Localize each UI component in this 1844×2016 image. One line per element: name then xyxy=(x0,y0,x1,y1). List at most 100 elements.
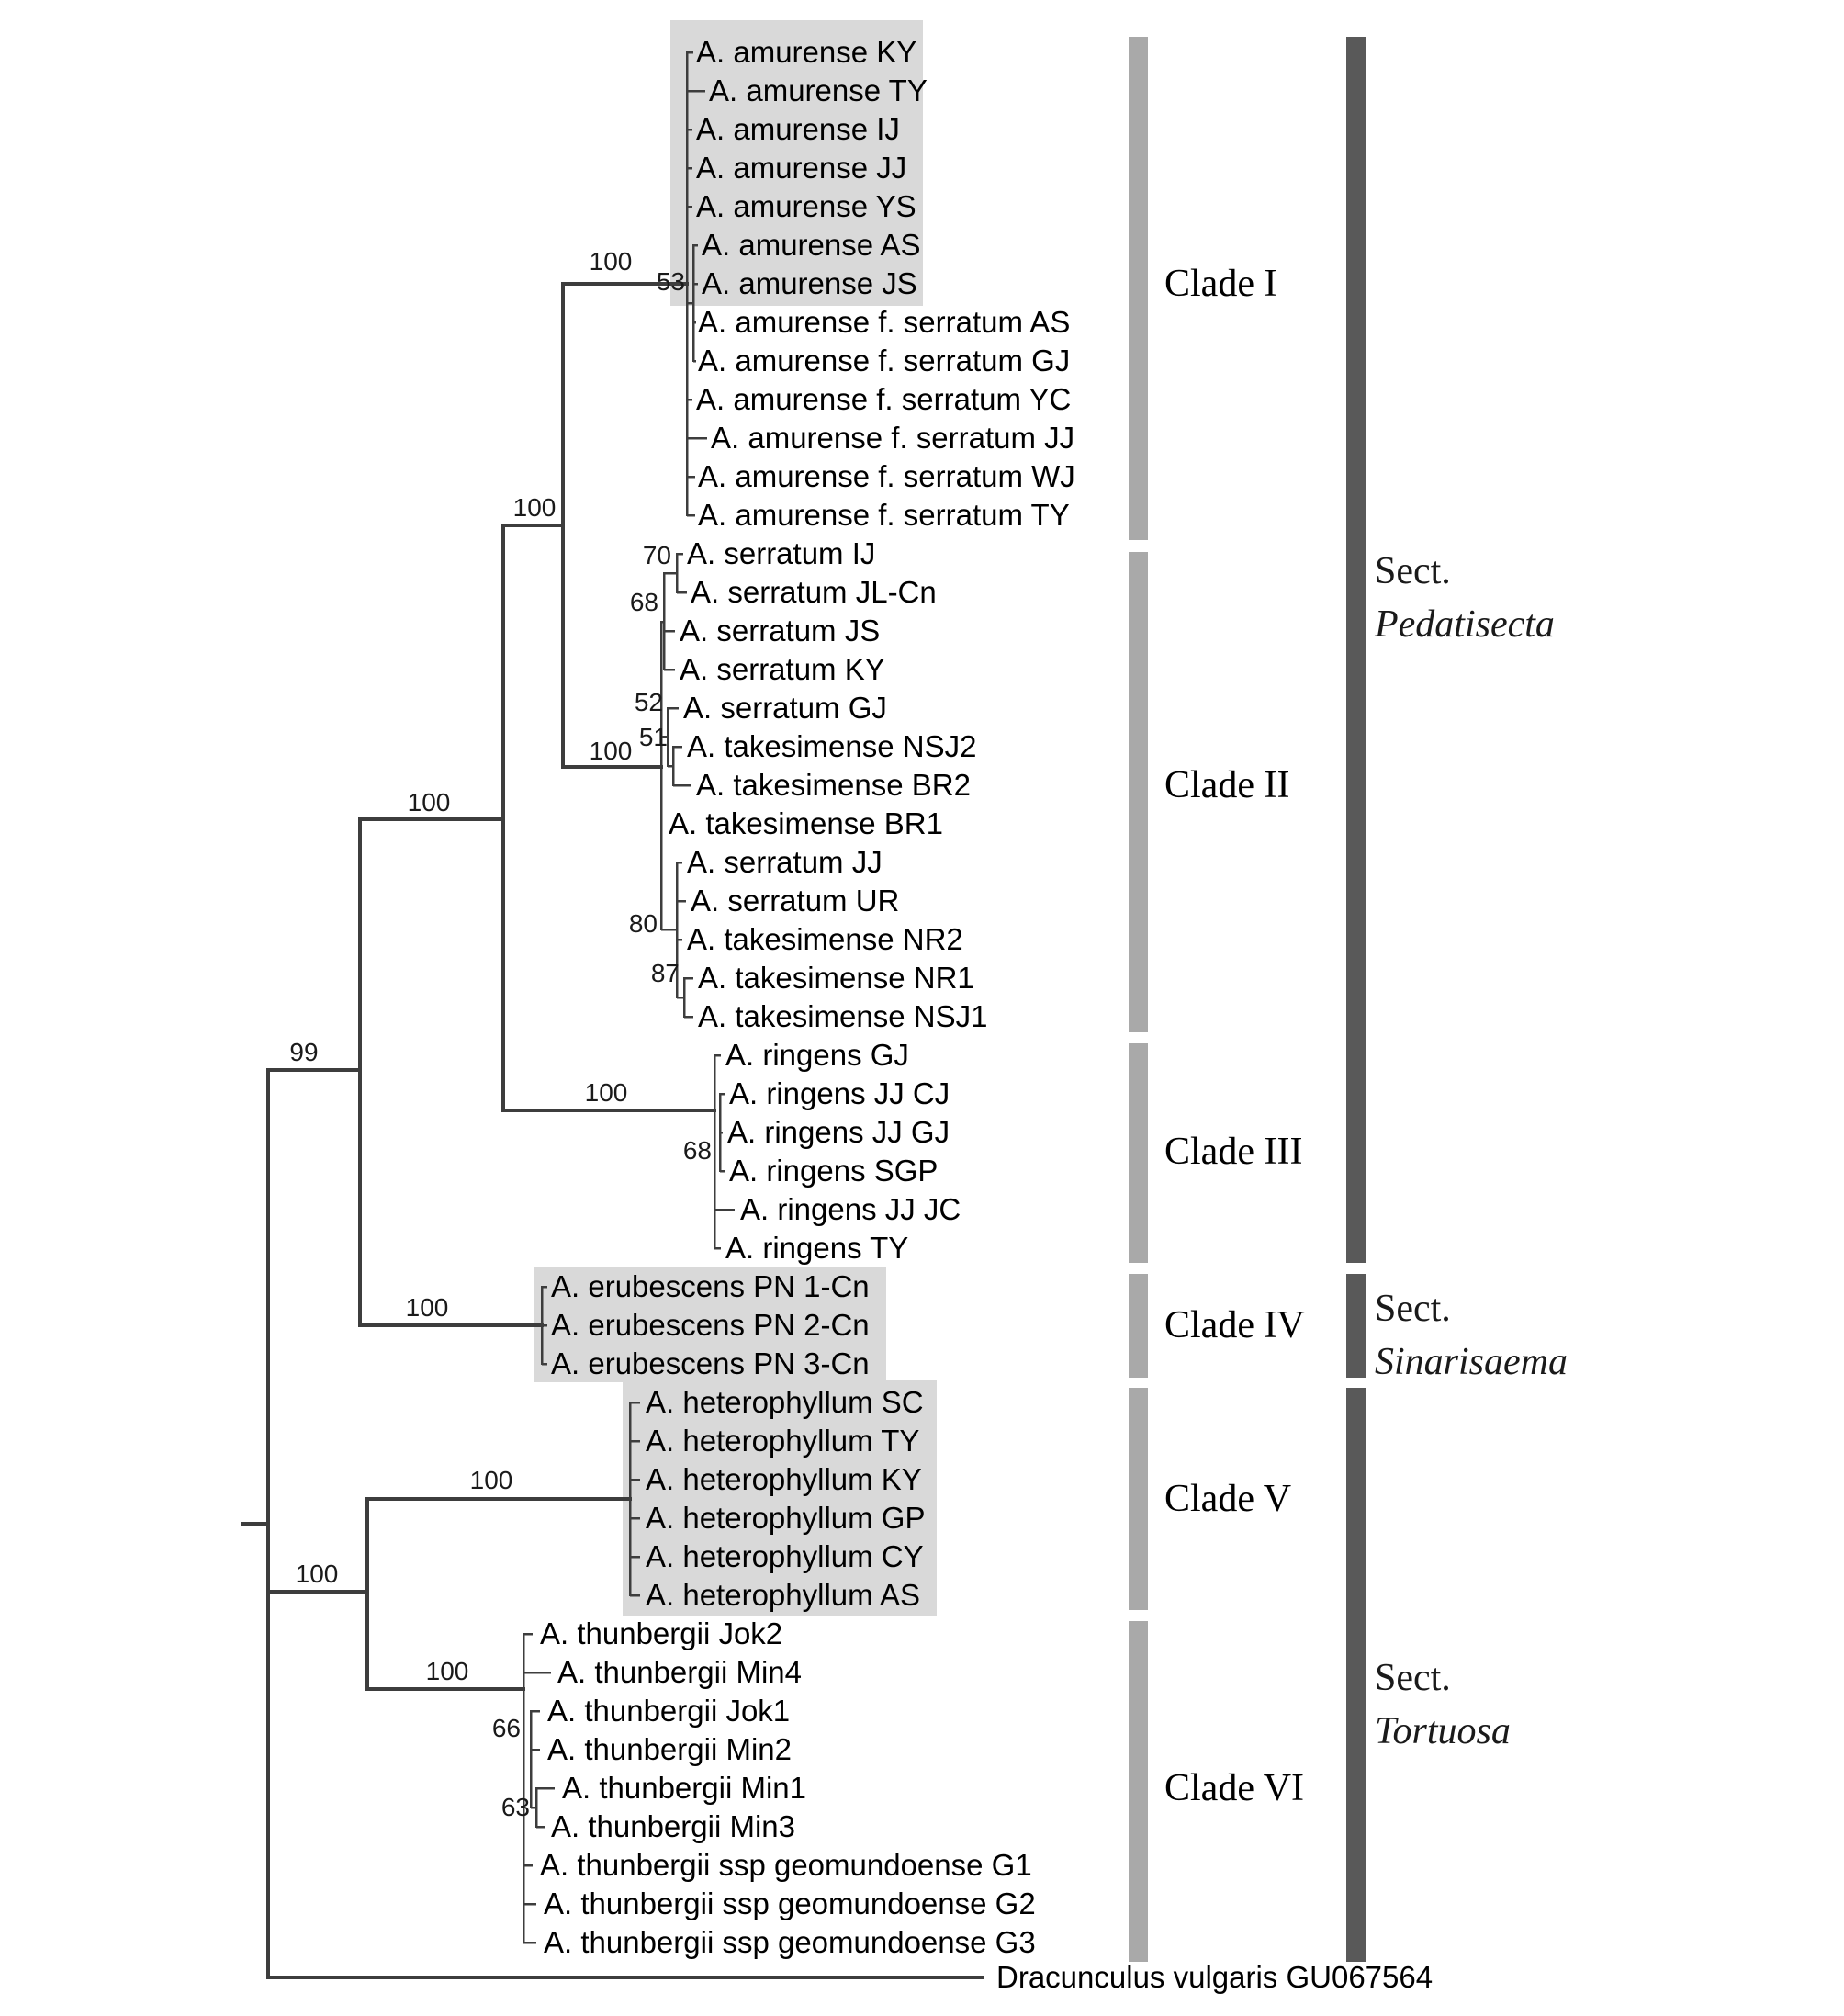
section-name: Sinarisaema xyxy=(1375,1341,1568,1383)
section-pedatisecta-label: Sect. Pedatisecta xyxy=(1375,545,1555,651)
section-name: Pedatisecta xyxy=(1375,603,1555,646)
bootstrap-value: 51 xyxy=(638,723,668,751)
clade-3-label: Clade III xyxy=(1164,1131,1303,1173)
bootstrap-value: 100 xyxy=(584,1078,628,1107)
clade-3-bar xyxy=(1129,1043,1148,1263)
bootstrap-value: 100 xyxy=(512,493,557,522)
taxon-label: A. thunbergii Jok2 xyxy=(540,1616,783,1650)
clade-4-bar xyxy=(1129,1274,1148,1378)
taxon-label: A. amurense AS xyxy=(702,228,921,262)
clade-2-label: Clade II xyxy=(1164,764,1290,806)
highlight-box-heterophyllum xyxy=(623,1380,937,1616)
taxon-label: A. amurense JS xyxy=(702,266,917,300)
clade-5-branches xyxy=(628,1401,640,1597)
clade-6-bar xyxy=(1129,1621,1148,1962)
bootstrap-value: 100 xyxy=(295,1560,339,1588)
highlight-box-erubescens xyxy=(534,1267,886,1382)
bootstrap-value: 53 xyxy=(656,267,685,296)
taxon-label: A. serratum GJ xyxy=(683,691,887,725)
bootstrap-value: 52 xyxy=(634,688,663,716)
section-prefix: Sect. xyxy=(1375,550,1451,592)
section-prefix: Sect. xyxy=(1375,1288,1451,1330)
section-sinarisaema-bar xyxy=(1346,1274,1366,1378)
section-name: Tortuosa xyxy=(1375,1710,1511,1752)
taxon-label: A. amurense f. serratum YC xyxy=(696,382,1072,416)
section-pedatisecta-bar xyxy=(1346,37,1366,1263)
clade-5-label: Clade V xyxy=(1164,1478,1292,1520)
section-prefix: Sect. xyxy=(1375,1657,1451,1699)
taxon-label: A. thunbergii ssp geomundoense G2 xyxy=(544,1886,1036,1920)
highlight-boxes xyxy=(534,20,937,1616)
clade-6-label: Clade VI xyxy=(1164,1767,1305,1809)
clade-2-bar xyxy=(1129,552,1148,1032)
taxon-label: A. ringens TY xyxy=(725,1231,909,1265)
taxon-label: A. amurense YS xyxy=(696,189,916,223)
bootstrap-value: 68 xyxy=(682,1136,712,1165)
bootstrap-value: 99 xyxy=(289,1038,319,1066)
taxon-label: A. ringens SGP xyxy=(729,1154,939,1188)
bootstrap-value: 63 xyxy=(500,1793,530,1821)
taxon-label: A. takesimense NSJ1 xyxy=(698,999,988,1033)
taxon-label: A. takesimense BR2 xyxy=(696,768,971,802)
bootstrap-value: 66 xyxy=(491,1714,521,1742)
taxon-label: A. amurense f. serratum WJ xyxy=(698,459,1075,493)
taxon-label: A. takesimense NSJ2 xyxy=(687,729,977,763)
taxon-label: A. takesimense NR1 xyxy=(698,961,974,995)
taxon-label: A. heterophyllum AS xyxy=(646,1578,920,1612)
clade-4-label: Clade IV xyxy=(1164,1304,1305,1346)
outgroup-label: Dracunculus vulgaris GU067564 xyxy=(996,1960,1434,1994)
bootstrap-value: 100 xyxy=(589,247,633,276)
taxon-label: A. amurense JJ xyxy=(696,151,907,185)
taxon-label: A. amurense f. serratum JJ xyxy=(711,421,1075,455)
taxon-label: A. heterophyllum CY xyxy=(646,1539,924,1573)
clade-6-branches xyxy=(522,1632,555,1944)
bootstrap-value: 100 xyxy=(405,1293,449,1322)
taxon-label: A. erubescens PN 3-Cn xyxy=(551,1346,870,1380)
clade-2-branches xyxy=(659,552,693,1019)
taxon-label: A. heterophyllum SC xyxy=(646,1385,924,1419)
taxon-label: A. erubescens PN 2-Cn xyxy=(551,1308,870,1342)
clade-4-branches xyxy=(540,1285,547,1366)
section-sinarisaema-label: Sect. Sinarisaema xyxy=(1375,1282,1568,1389)
taxon-label: A. amurense f. serratum GJ xyxy=(698,344,1071,377)
taxon-label: A. erubescens PN 1-Cn xyxy=(551,1269,870,1303)
taxon-label: A. serratum KY xyxy=(680,652,885,686)
clade-1-branches xyxy=(685,51,707,517)
taxon-label: A. ringens JJ JC xyxy=(740,1192,961,1226)
taxon-label: A. serratum JL-Cn xyxy=(691,575,937,609)
taxon-label: A. heterophyllum GP xyxy=(646,1501,926,1535)
taxon-label: A. thunbergii ssp geomundoense G1 xyxy=(540,1848,1032,1882)
taxon-label: A. thunbergii Min3 xyxy=(551,1809,795,1843)
taxon-label: A. serratum IJ xyxy=(687,536,876,570)
taxon-label: A. thunbergii Min1 xyxy=(562,1771,806,1805)
highlight-box-amurense xyxy=(670,20,923,306)
clade-bars xyxy=(1129,37,1148,1962)
taxon-label: A. amurense IJ xyxy=(696,112,900,146)
section-bars xyxy=(1346,37,1366,1962)
taxon-label: A. thunbergii Min4 xyxy=(557,1655,802,1689)
bootstrap-value: 68 xyxy=(629,588,658,616)
section-tortuosa-bar xyxy=(1346,1388,1366,1962)
clade-1-label: Clade I xyxy=(1164,263,1277,305)
taxon-label: A. serratum JS xyxy=(680,614,881,648)
bootstrap-value: 100 xyxy=(469,1466,513,1494)
bootstrap-value: 80 xyxy=(628,909,658,938)
tree-backbone xyxy=(241,282,984,1979)
bootstrap-value: 70 xyxy=(642,541,671,569)
taxon-label: A. amurense f. serratum TY xyxy=(698,498,1070,532)
bootstrap-value: 100 xyxy=(407,788,451,817)
taxon-label: A. serratum UR xyxy=(691,884,900,918)
taxon-label: A. heterophyllum TY xyxy=(646,1424,920,1458)
clade-1-bar xyxy=(1129,37,1148,540)
taxon-label: A. thunbergii Jok1 xyxy=(547,1694,791,1728)
clade-3-branches xyxy=(713,1053,735,1250)
taxon-label: A. ringens GJ xyxy=(725,1038,909,1072)
bootstrap-value: 100 xyxy=(589,737,633,765)
taxon-label: A. ringens JJ GJ xyxy=(727,1115,950,1149)
taxon-label: A. ringens JJ CJ xyxy=(729,1076,950,1110)
taxon-label: A. amurense TY xyxy=(709,73,928,107)
taxon-label: A. takesimense NR2 xyxy=(687,922,963,956)
taxon-label: A. heterophyllum KY xyxy=(646,1462,922,1496)
